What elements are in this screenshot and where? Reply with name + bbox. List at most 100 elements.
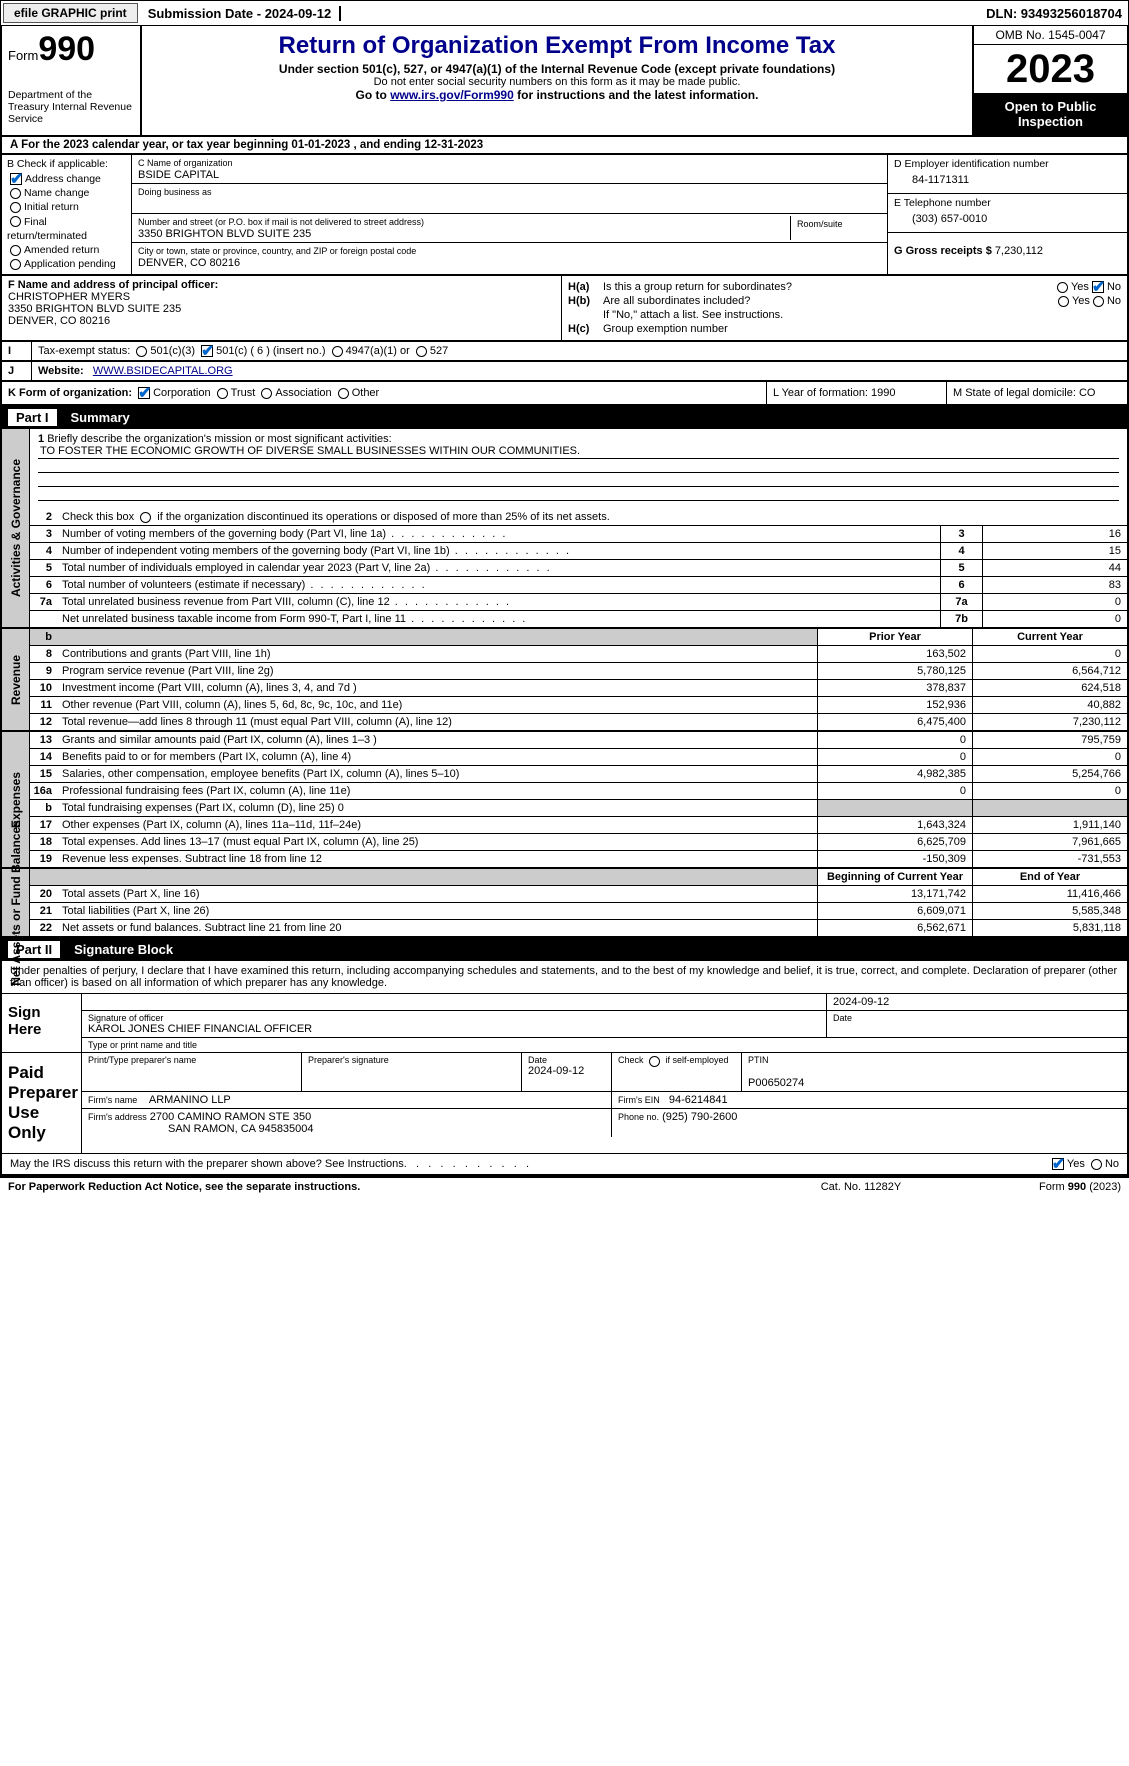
cat-no: Cat. No. 11282Y [761, 1181, 961, 1193]
hb-note: If "No," attach a list. See instructions… [603, 309, 1121, 321]
ha-yes[interactable] [1057, 282, 1068, 293]
phone: (303) 657-0010 [894, 209, 1121, 229]
section-governance: Activities & Governance 1 Briefly descri… [0, 429, 1129, 629]
subtitle-1: Under section 501(c), 527, or 4947(a)(1)… [150, 62, 964, 76]
exp-row: 16aProfessional fundraising fees (Part I… [30, 782, 1127, 799]
gov-row: 5Total number of individuals employed in… [30, 559, 1127, 576]
k-other[interactable] [338, 388, 349, 399]
gov-row: Net unrelated business taxable income fr… [30, 610, 1127, 627]
officer-sig: KAROL JONES CHIEF FINANCIAL OFFICER [88, 1023, 312, 1035]
ha-no[interactable] [1092, 281, 1104, 293]
mission-text: TO FOSTER THE ECONOMIC GROWTH OF DIVERSE… [38, 445, 1119, 459]
form-label: Form [8, 48, 38, 63]
website-link[interactable]: WWW.BSIDECAPITAL.ORG [93, 365, 233, 377]
rev-row: 8Contributions and grants (Part VIII, li… [30, 645, 1127, 662]
goto-prefix: Go to [356, 88, 391, 102]
f-label: F Name and address of principal officer: [8, 279, 218, 291]
hb-no[interactable] [1093, 296, 1104, 307]
na-row: 22Net assets or fund balances. Subtract … [30, 919, 1127, 936]
check-final-return[interactable] [10, 216, 21, 227]
k-label: K Form of organization: [8, 387, 132, 399]
hb-text: Are all subordinates included? [603, 295, 1055, 307]
i-label: Tax-exempt status: [38, 345, 130, 357]
na-row: 20Total assets (Part X, line 16)13,171,7… [30, 885, 1127, 902]
check-app-pending[interactable] [10, 259, 21, 270]
col-beg: Beginning of Current Year [817, 869, 972, 885]
i-501c[interactable] [201, 345, 213, 357]
k-assoc[interactable] [261, 388, 272, 399]
submission-date: Submission Date - 2024-09-12 [140, 6, 342, 21]
discuss-no[interactable] [1091, 1159, 1102, 1170]
subtitle-2: Do not enter social security numbers on … [150, 76, 964, 88]
gov-row: 3Number of voting members of the governi… [30, 525, 1127, 542]
g-label: G Gross receipts $ [894, 245, 992, 257]
col-end: End of Year [972, 869, 1127, 885]
k-trust[interactable] [217, 388, 228, 399]
paid-preparer-label: Paid Preparer Use Only [2, 1053, 82, 1153]
omb-number: OMB No. 1545-0047 [974, 26, 1127, 45]
officer-addr1: 3350 BRIGHTON BLVD SUITE 235 [8, 303, 181, 315]
city-label: City or town, state or province, country… [138, 246, 416, 256]
form-header: Form990 Department of the Treasury Inter… [0, 26, 1129, 137]
i-4947[interactable] [332, 346, 343, 357]
row-klm: K Form of organization: Corporation Trus… [0, 382, 1129, 406]
form-title: Return of Organization Exempt From Incom… [150, 32, 964, 60]
discuss-row: May the IRS discuss this return with the… [2, 1153, 1127, 1174]
firm-name: ARMANINO LLP [149, 1094, 231, 1106]
sign-here-label: Sign Here [2, 994, 82, 1052]
rev-row: 9Program service revenue (Part VIII, lin… [30, 662, 1127, 679]
topbar: efile GRAPHIC print Submission Date - 20… [0, 0, 1129, 26]
open-to-public: Open to Public Inspection [974, 93, 1127, 135]
section-c: C Name of organizationBSIDE CAPITAL Doin… [132, 155, 887, 274]
b-header: B Check if applicable: [7, 158, 126, 170]
section-bcd: B Check if applicable: Address change Na… [0, 155, 1129, 276]
rev-row: 12Total revenue—add lines 8 through 11 (… [30, 713, 1127, 730]
l-year: L Year of formation: 1990 [767, 382, 947, 404]
k-corp[interactable] [138, 387, 150, 399]
exp-row: 15Salaries, other compensation, employee… [30, 765, 1127, 782]
gross-receipts: 7,230,112 [995, 245, 1043, 257]
exp-row: bTotal fundraising expenses (Part IX, co… [30, 799, 1127, 816]
self-employed-check[interactable] [649, 1056, 660, 1067]
row-i: I Tax-exempt status: 501(c)(3) 501(c) ( … [0, 342, 1129, 362]
e-label: E Telephone number [894, 197, 991, 209]
col-curr: Current Year [972, 629, 1127, 645]
d-label: D Employer identification number [894, 158, 1049, 170]
addr-label: Number and street (or P.O. box if mail i… [138, 217, 424, 227]
firm-addr1: 2700 CAMINO RAMON STE 350 [150, 1111, 311, 1123]
rev-row: 10Investment income (Part VIII, column (… [30, 679, 1127, 696]
exp-row: 14Benefits paid to or for members (Part … [30, 748, 1127, 765]
vlabel-rev: Revenue [9, 655, 23, 705]
efile-print-button[interactable]: efile GRAPHIC print [3, 3, 138, 23]
m-state: M State of legal domicile: CO [947, 382, 1127, 404]
goto-suffix: for instructions and the latest informat… [514, 88, 759, 102]
form-number: 990 [38, 30, 95, 68]
ha-text: Is this a group return for subordinates? [603, 281, 1054, 293]
page-footer: For Paperwork Reduction Act Notice, see … [0, 1176, 1129, 1196]
officer-addr2: DENVER, CO 80216 [8, 315, 110, 327]
irs-link[interactable]: www.irs.gov/Form990 [390, 88, 514, 102]
hb-yes[interactable] [1058, 296, 1069, 307]
section-b: B Check if applicable: Address change Na… [2, 155, 132, 274]
hc-text: Group exemption number [603, 323, 1121, 335]
check-amended[interactable] [10, 245, 21, 256]
section-fh: F Name and address of principal officer:… [0, 276, 1129, 342]
l2-check[interactable] [140, 512, 151, 523]
col-prior: Prior Year [817, 629, 972, 645]
ein: 84-1171311 [894, 170, 1121, 190]
officer-name: CHRISTOPHER MYERS [8, 291, 130, 303]
j-label: Website: [38, 365, 84, 377]
check-address-change[interactable] [10, 173, 22, 185]
type-name-label: Type or print name and title [88, 1040, 1121, 1050]
vlabel-na: Net Assets or Fund Balances [9, 820, 23, 986]
part2-bar: Part IISignature Block [0, 938, 1129, 961]
discuss-yes[interactable] [1052, 1158, 1064, 1170]
gov-row: 7aTotal unrelated business revenue from … [30, 593, 1127, 610]
date-label: Date [833, 1013, 1121, 1023]
dba-label: Doing business as [138, 187, 212, 197]
i-501c3[interactable] [136, 346, 147, 357]
c-name-label: C Name of organization [138, 158, 233, 168]
section-netassets: Net Assets or Fund Balances Beginning of… [0, 869, 1129, 938]
i-527[interactable] [416, 346, 427, 357]
check-initial-return[interactable] [10, 202, 21, 213]
